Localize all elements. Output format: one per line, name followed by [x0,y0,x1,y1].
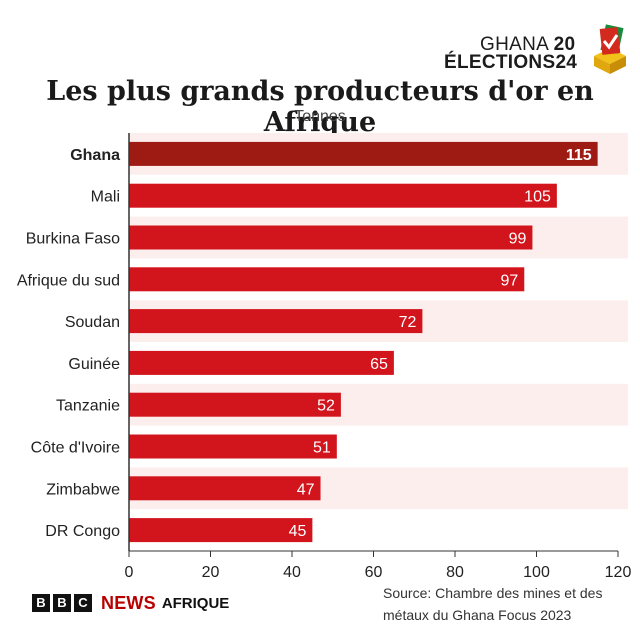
bar-chart: Ghana 115 Mali 105 Burkina Faso 99 Afrique du … [17,133,632,580]
value-label: 105 [524,189,551,206]
value-label: 65 [370,356,388,373]
x-tick-label: 20 [202,564,220,580]
bar-c-te-d-ivoire [129,434,337,459]
afrique-wordmark: AFRIQUE [161,594,230,612]
bbc-letter-b1: B [32,594,50,612]
brand-line2: ÉLECTIONS24 [444,52,577,74]
x-tick-label: 80 [446,564,464,580]
ballot-box-check-icon [594,24,626,74]
category-label: DR Congo [45,523,120,540]
category-label: Tanzanie [56,398,120,415]
value-label: 72 [399,314,417,331]
x-tick-label: 120 [605,564,632,580]
category-label: Côte d'Ivoire [31,440,120,457]
category-label: Ghana [70,147,120,164]
brand-ghana-text: GHANA [480,34,549,55]
bar-dr-congo [129,518,313,543]
value-label: 47 [297,481,315,498]
brand-line1: GHANA 20 [480,34,575,56]
x-tick-label: 60 [365,564,383,580]
category-label: Afrique du sud [17,272,120,289]
x-tick-label: 0 [125,564,134,580]
category-label: Soudan [65,314,120,331]
bar-zimbabwe [129,476,321,501]
brand-digits-20: 20 [553,34,576,55]
chart-subtitle-unit: Tonnes [294,108,346,125]
bar-ghana [129,141,598,166]
bbc-letter-c: C [74,594,92,612]
bbc-letter-b2: B [53,594,71,612]
bar-afrique-du-sud [129,267,525,292]
value-label: 115 [566,147,592,164]
ghana-elections-2024-logo: GHANA 20 ÉLECTIONS24 [444,24,630,80]
value-label: 99 [509,231,527,248]
news-wordmark: NEWS [101,592,156,613]
x-tick-label: 100 [523,564,550,580]
source-line-2: métaux du Ghana Focus 2023 [383,607,572,623]
value-label: 45 [289,523,307,540]
bar-guin-e [129,350,394,375]
category-label: Burkina Faso [26,231,120,248]
value-label: 97 [500,272,518,289]
bar-tanzanie [129,392,341,417]
source-line-1: Source: Chambre des mines et des [383,585,603,601]
value-label: 52 [317,398,335,415]
bar-soudan [129,309,423,334]
bar-burkina-faso [129,225,533,250]
value-label: 51 [313,440,331,457]
category-label: Guinée [68,356,120,373]
chart-title: Les plus grands producteurs d'or en Afri… [46,76,594,138]
brand-digits-24: 24 [555,52,578,73]
brand-elections-text: ÉLECTIONS [444,52,556,73]
x-tick-label: 40 [283,564,301,580]
bbc-news-afrique-logo: B B C NEWS AFRIQUE [32,592,230,613]
category-label: Zimbabwe [46,481,120,498]
bar-mali [129,183,557,208]
source-note: Source: Chambre des mines et des métaux … [383,582,623,626]
category-label: Mali [91,189,120,206]
